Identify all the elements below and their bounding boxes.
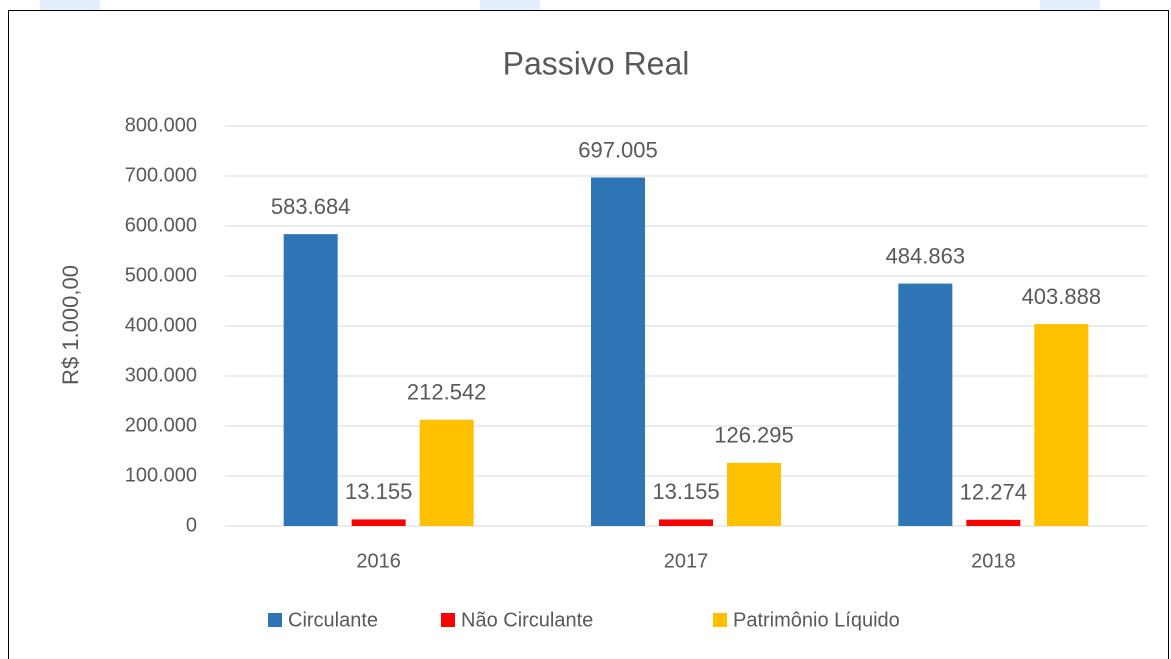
bar (419, 419, 474, 526)
chart-border (8, 10, 1169, 659)
y-tick-label: 600.000 (125, 214, 197, 236)
y-tick-label: 400.000 (125, 314, 197, 336)
y-tick-label: 800.000 (125, 114, 197, 136)
data-label: 697.005 (578, 137, 658, 162)
y-tick-label: 700.000 (125, 164, 197, 186)
data-label: 13.155 (652, 479, 719, 504)
chart-title: Passivo Real (503, 45, 690, 81)
bar (659, 519, 713, 526)
data-label: 13.155 (345, 479, 412, 504)
bar (283, 234, 338, 526)
legend-swatch (713, 613, 727, 627)
y-tick-label: 200.000 (125, 414, 197, 436)
legend-label: Circulante (288, 609, 378, 631)
bar (727, 462, 781, 526)
legend-swatch (441, 613, 455, 627)
legend-label: Patrimônio Líquido (733, 609, 900, 631)
legend-label: Não Circulante (461, 609, 593, 631)
y-tick-label: 500.000 (125, 264, 197, 286)
bar (351, 519, 406, 526)
y-tick-label: 100.000 (125, 464, 197, 486)
x-tick-label: 2016 (356, 550, 401, 572)
decoration (40, 0, 100, 10)
data-label: 212.542 (407, 380, 487, 405)
bar (966, 519, 1021, 526)
data-label: 403.888 (1022, 284, 1102, 309)
bar (898, 283, 953, 526)
decoration (480, 0, 540, 10)
y-axis-title: R$ 1.000,00 (58, 265, 83, 385)
data-label: 583.684 (271, 194, 351, 219)
decoration (1040, 0, 1100, 10)
y-tick-label: 300.000 (125, 364, 197, 386)
bar (1034, 324, 1089, 526)
y-tick-label: 0 (186, 514, 197, 536)
data-label: 484.863 (886, 243, 966, 268)
x-tick-label: 2018 (971, 550, 1016, 572)
bar (591, 177, 645, 526)
data-label: 126.295 (714, 423, 794, 448)
data-label: 12.274 (960, 480, 1027, 505)
legend-swatch (268, 613, 282, 627)
x-tick-label: 2017 (664, 550, 709, 572)
